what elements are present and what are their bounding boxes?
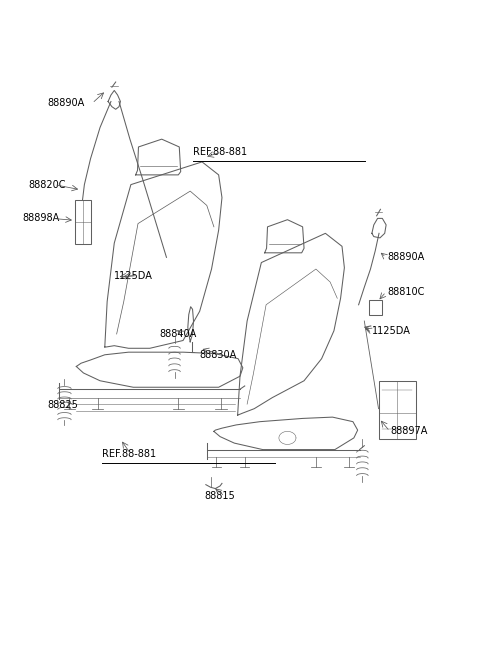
- Text: 88897A: 88897A: [391, 426, 428, 436]
- Bar: [369, 300, 383, 314]
- Text: 88815: 88815: [204, 491, 235, 501]
- Text: REF.88-881: REF.88-881: [192, 147, 247, 157]
- Text: 88810C: 88810C: [387, 287, 424, 297]
- Bar: [75, 200, 91, 244]
- Text: 88830A: 88830A: [200, 350, 237, 360]
- Text: 88890A: 88890A: [387, 252, 424, 263]
- Text: 88898A: 88898A: [23, 214, 60, 223]
- Text: 88820C: 88820C: [29, 179, 66, 189]
- Bar: [379, 381, 416, 440]
- Text: 1125DA: 1125DA: [372, 326, 411, 336]
- Text: 1125DA: 1125DA: [114, 271, 153, 280]
- Text: 88840A: 88840A: [159, 329, 197, 339]
- Text: 88890A: 88890A: [48, 98, 85, 109]
- Text: 88825: 88825: [48, 400, 79, 411]
- Text: REF.88-881: REF.88-881: [102, 449, 156, 459]
